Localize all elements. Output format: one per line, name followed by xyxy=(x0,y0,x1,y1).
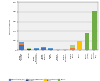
Bar xyxy=(26,49,31,50)
Bar xyxy=(48,48,53,49)
Bar xyxy=(85,33,90,50)
Legend: Polylactic acid (PLA), Starch blends, Others biodegradable, Cellulose, Others du: Polylactic acid (PLA), Starch blends, Ot… xyxy=(9,79,66,81)
Bar xyxy=(70,45,75,48)
Bar xyxy=(41,48,46,50)
Y-axis label: Million tonnes: Million tonnes xyxy=(10,19,11,34)
Bar xyxy=(41,47,46,48)
Bar xyxy=(92,11,97,50)
Bar xyxy=(26,48,31,49)
Bar xyxy=(19,42,24,43)
Bar xyxy=(48,49,53,50)
Bar xyxy=(63,49,68,50)
Bar xyxy=(34,48,38,49)
Bar xyxy=(78,41,82,50)
Bar xyxy=(56,49,60,50)
Bar xyxy=(19,45,24,50)
Bar xyxy=(70,48,75,50)
Bar xyxy=(19,43,24,45)
Bar xyxy=(34,49,38,50)
